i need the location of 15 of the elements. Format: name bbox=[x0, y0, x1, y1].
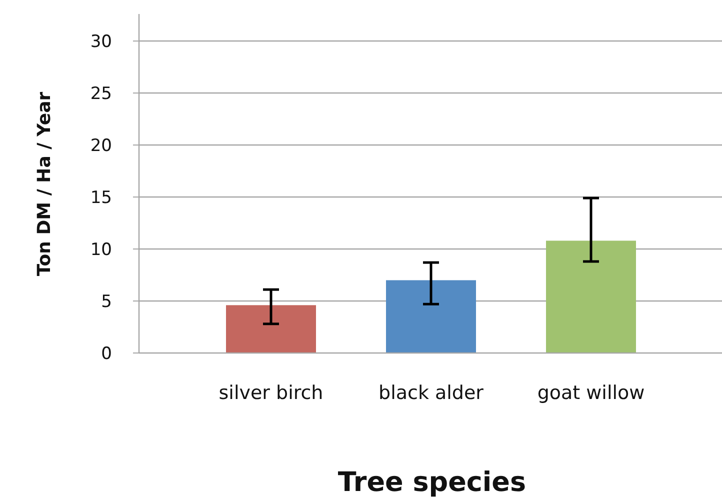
y-tick-label: 15 bbox=[90, 188, 112, 208]
y-tick-label: 0 bbox=[101, 344, 112, 364]
x-tick-label: goat willow bbox=[537, 382, 645, 404]
x-tick-label: black alder bbox=[378, 382, 484, 404]
y-tick-label: 20 bbox=[90, 136, 112, 156]
y-axis-title: Ton DM / Ha / Year bbox=[34, 92, 55, 276]
y-tick-label: 30 bbox=[90, 32, 112, 52]
y-tick-label: 5 bbox=[101, 292, 112, 312]
bar bbox=[386, 280, 476, 353]
bar bbox=[546, 240, 636, 353]
y-tick-label: 10 bbox=[90, 240, 112, 260]
y-tick-label: 25 bbox=[90, 84, 112, 104]
x-axis-title: Tree species bbox=[338, 467, 526, 498]
x-tick-label: silver birch bbox=[218, 382, 324, 404]
bar bbox=[226, 305, 316, 353]
